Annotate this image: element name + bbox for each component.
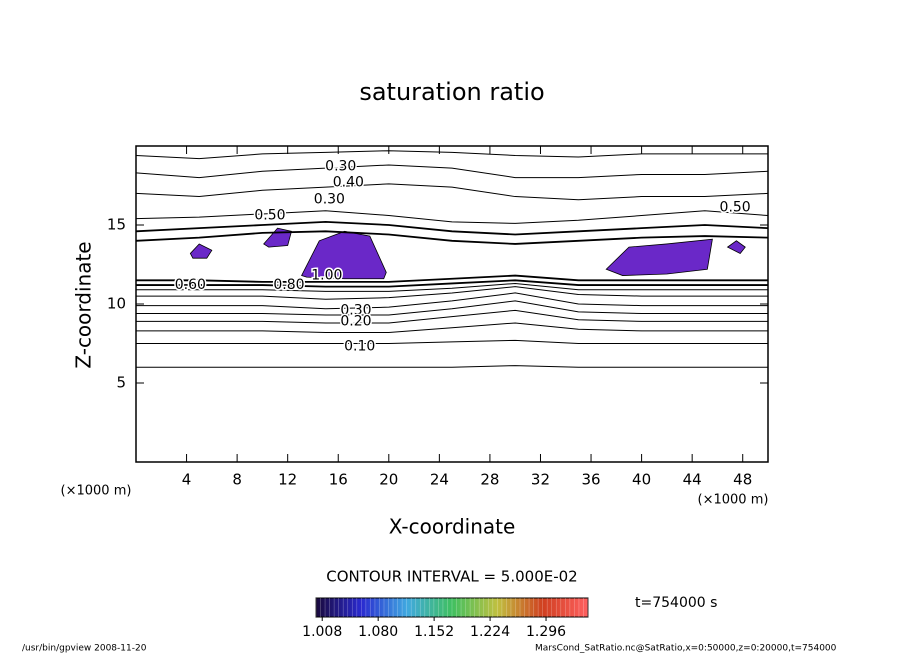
y-tick-label: 10 — [107, 295, 126, 313]
colorbar-tick-label: 1.152 — [414, 624, 454, 640]
contour-label: 1.00 — [311, 268, 342, 284]
x-tick-label: 4 — [182, 471, 192, 489]
x-tick-label: 36 — [581, 471, 600, 489]
contour-line — [136, 164, 768, 179]
contour-line — [136, 150, 768, 160]
contour-line — [136, 274, 768, 283]
contour-line — [136, 300, 768, 316]
x-axis-label: X-coordinate — [389, 515, 516, 539]
contour-label: 0.40 — [333, 174, 364, 190]
contour-label: 0.30 — [314, 192, 345, 208]
chart-title: saturation ratio — [359, 78, 544, 106]
filled-region — [263, 227, 292, 248]
contour-label: 0.30 — [340, 302, 371, 318]
footer-right: MarsCond_SatRatio.nc@SatRatio,x=0:50000,… — [535, 644, 837, 654]
contour-line — [136, 286, 768, 300]
contour-line — [136, 279, 768, 288]
x-tick-label: 48 — [733, 471, 752, 489]
contour-label: 0.20 — [340, 313, 371, 329]
colorbar-tick-label: 1.296 — [526, 624, 566, 640]
x-tick-label: 44 — [683, 471, 702, 489]
colorbar-tick-label: 1.080 — [358, 624, 398, 640]
filled-region — [726, 240, 746, 254]
contour-line — [136, 230, 768, 245]
plot-area — [136, 150, 768, 368]
contour-label: 0.10 — [344, 339, 375, 355]
filled-region — [301, 230, 387, 280]
contour-line — [136, 309, 768, 324]
contour-line — [136, 220, 768, 236]
x-tick-label: 24 — [430, 471, 449, 489]
contour-label: 0.50 — [254, 208, 285, 224]
contour-line — [136, 339, 768, 344]
y-axis-label: Z-coordinate — [72, 241, 96, 368]
filled-region — [189, 243, 213, 259]
contour-label: 0.30 — [325, 159, 356, 175]
colorbar — [315, 597, 589, 618]
x-tick-label: 20 — [379, 471, 398, 489]
y-tick-label: 5 — [116, 374, 126, 392]
colorbar-tick-label: 1.008 — [302, 624, 342, 640]
contour-line — [136, 365, 768, 368]
time-label: t=754000 s — [635, 595, 717, 611]
contour-line — [136, 322, 768, 333]
x-tick-label: 16 — [329, 471, 348, 489]
x-tick-label: 40 — [632, 471, 651, 489]
x-unit: (×1000 m) — [698, 493, 769, 508]
contour-line — [136, 292, 768, 310]
x-tick-label: 12 — [278, 471, 297, 489]
x-tick-label: 32 — [531, 471, 550, 489]
contour-label: 0.80 — [273, 277, 304, 293]
y-tick-label: 15 — [107, 216, 126, 234]
contour-interval: CONTOUR INTERVAL = 5.000E-02 — [326, 568, 577, 586]
footer-left: /usr/bin/gpview 2008-11-20 — [22, 644, 147, 654]
x-tick-label: 28 — [480, 471, 499, 489]
filled-region — [605, 238, 713, 276]
x-tick-label: 8 — [232, 471, 242, 489]
contour-line — [136, 210, 768, 224]
y-unit: (×1000 m) — [61, 484, 132, 499]
contour-label: 0.60 — [175, 277, 206, 293]
contour-label: 0.50 — [720, 200, 751, 216]
contour-line — [136, 183, 768, 201]
colorbar-tick-label: 1.224 — [470, 624, 510, 640]
contour-line — [136, 282, 768, 292]
